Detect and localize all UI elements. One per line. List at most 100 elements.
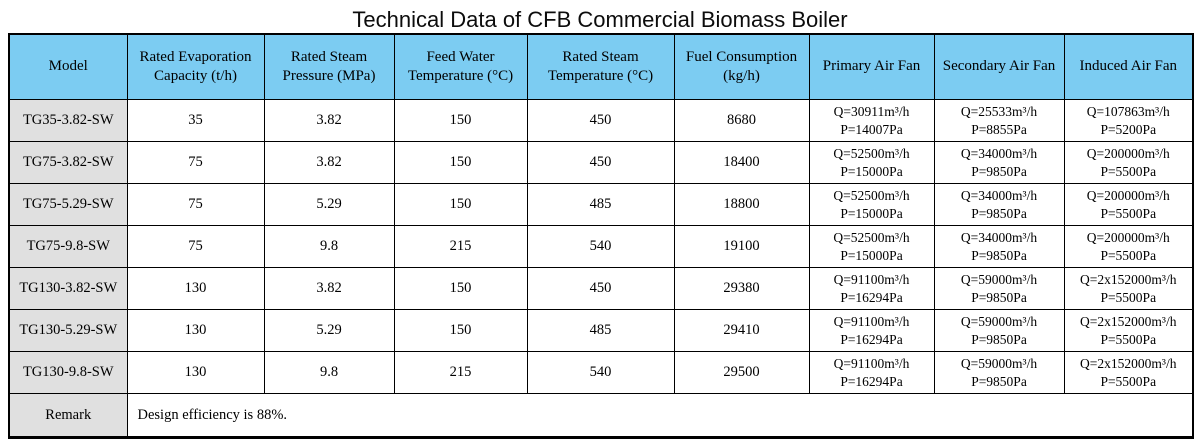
table-row: TG130-9.8-SW 130 9.8 215 540 29500 Q=911…	[8, 351, 1194, 394]
pressure-cell: 5.29	[263, 309, 395, 352]
pressure-cell: 3.82	[263, 141, 395, 184]
fan-q-value: Q=59000m³/h	[960, 313, 1038, 329]
primary-air-fan-cell: Q=52500m³/h P=15000Pa	[808, 141, 935, 184]
steam-temp-cell: 450	[526, 267, 675, 310]
fan-q-value: Q=2x152000m³/h	[1080, 271, 1177, 287]
feed-water-temp-cell: 150	[393, 141, 528, 184]
induced-air-fan-cell: Q=2x152000m³/h P=5500Pa	[1063, 351, 1194, 394]
boiler-spec-table: Model Rated Evaporation Capacity (t/h) R…	[8, 33, 1194, 439]
primary-air-fan-cell: Q=91100m³/h P=16294Pa	[808, 309, 935, 352]
fan-p-value: P=8855Pa	[971, 121, 1027, 137]
remark-row: Remark Design efficiency is 88%.	[8, 393, 1194, 438]
steam-temp-cell: 540	[526, 351, 675, 394]
capacity-cell: 130	[126, 267, 265, 310]
fan-p-value: P=9850Pa	[971, 247, 1027, 263]
table-row: TG130-3.82-SW 130 3.82 150 450 29380 Q=9…	[8, 267, 1194, 310]
fan-q-value: Q=59000m³/h	[960, 355, 1038, 371]
fan-p-value: P=5500Pa	[1100, 205, 1157, 221]
capacity-cell: 130	[126, 351, 265, 394]
fan-p-value: P=9850Pa	[971, 289, 1027, 305]
capacity-cell: 75	[126, 225, 265, 268]
model-cell: TG130-5.29-SW	[8, 309, 128, 352]
capacity-cell: 75	[126, 141, 265, 184]
pressure-cell: 9.8	[263, 225, 395, 268]
fan-p-value: P=15000Pa	[840, 163, 903, 179]
feed-water-temp-cell: 215	[393, 225, 528, 268]
induced-air-fan-cell: Q=2x152000m³/h P=5500Pa	[1063, 267, 1194, 310]
fan-q-value: Q=107863m³/h	[1086, 103, 1170, 119]
pressure-cell: 3.82	[263, 99, 395, 142]
capacity-cell: 75	[126, 183, 265, 226]
steam-temp-cell: 485	[526, 183, 675, 226]
table-row: TG75-5.29-SW 75 5.29 150 485 18800 Q=525…	[8, 183, 1194, 226]
table-row: TG35-3.82-SW 35 3.82 150 450 8680 Q=3091…	[8, 99, 1194, 142]
steam-temp-cell: 485	[526, 309, 675, 352]
fan-q-value: Q=2x152000m³/h	[1080, 355, 1177, 371]
col-header-steam-pressure: Rated Steam Pressure (MPa)	[263, 33, 395, 100]
secondary-air-fan-cell: Q=59000m³/h P=9850Pa	[933, 351, 1065, 394]
fuel-consumption-cell: 18400	[673, 141, 810, 184]
capacity-cell: 35	[126, 99, 265, 142]
feed-water-temp-cell: 150	[393, 183, 528, 226]
fan-p-value: P=9850Pa	[971, 205, 1027, 221]
col-header-primary-air-fan: Primary Air Fan	[808, 33, 935, 100]
fan-p-value: P=5500Pa	[1100, 373, 1157, 389]
col-header-induced-air-fan: Induced Air Fan	[1063, 33, 1194, 100]
secondary-air-fan-cell: Q=34000m³/h P=9850Pa	[933, 183, 1065, 226]
table-row: TG75-3.82-SW 75 3.82 150 450 18400 Q=525…	[8, 141, 1194, 184]
fan-q-value: Q=200000m³/h	[1086, 145, 1170, 161]
capacity-cell: 130	[126, 309, 265, 352]
induced-air-fan-cell: Q=200000m³/h P=5500Pa	[1063, 141, 1194, 184]
fan-p-value: P=9850Pa	[971, 163, 1027, 179]
fan-p-value: P=15000Pa	[840, 247, 903, 263]
model-cell: TG35-3.82-SW	[8, 99, 128, 142]
primary-air-fan-cell: Q=91100m³/h P=16294Pa	[808, 351, 935, 394]
fan-q-value: Q=52500m³/h	[833, 187, 910, 203]
secondary-air-fan-cell: Q=34000m³/h P=9850Pa	[933, 225, 1065, 268]
secondary-air-fan-cell: Q=25533m³/h P=8855Pa	[933, 99, 1065, 142]
col-header-steam-temperature: Rated Steam Temperature (°C)	[526, 33, 675, 100]
secondary-air-fan-cell: Q=34000m³/h P=9850Pa	[933, 141, 1065, 184]
fuel-consumption-cell: 19100	[673, 225, 810, 268]
fan-q-value: Q=34000m³/h	[960, 187, 1038, 203]
fan-p-value: P=16294Pa	[840, 289, 903, 305]
fuel-consumption-cell: 8680	[673, 99, 810, 142]
secondary-air-fan-cell: Q=59000m³/h P=9850Pa	[933, 267, 1065, 310]
primary-air-fan-cell: Q=91100m³/h P=16294Pa	[808, 267, 935, 310]
feed-water-temp-cell: 215	[393, 351, 528, 394]
induced-air-fan-cell: Q=200000m³/h P=5500Pa	[1063, 225, 1194, 268]
primary-air-fan-cell: Q=52500m³/h P=15000Pa	[808, 225, 935, 268]
steam-temp-cell: 450	[526, 141, 675, 184]
fan-q-value: Q=34000m³/h	[960, 229, 1038, 245]
col-header-evaporation-capacity: Rated Evaporation Capacity (t/h)	[126, 33, 265, 100]
model-cell: TG130-9.8-SW	[8, 351, 128, 394]
feed-water-temp-cell: 150	[393, 99, 528, 142]
pressure-cell: 5.29	[263, 183, 395, 226]
remark-text-cell: Design efficiency is 88%.	[126, 393, 1194, 438]
fan-q-value: Q=34000m³/h	[960, 145, 1038, 161]
fan-q-value: Q=25533m³/h	[960, 103, 1038, 119]
primary-air-fan-cell: Q=52500m³/h P=15000Pa	[808, 183, 935, 226]
induced-air-fan-cell: Q=107863m³/h P=5200Pa	[1063, 99, 1194, 142]
steam-temp-cell: 450	[526, 99, 675, 142]
fuel-consumption-cell: 29500	[673, 351, 810, 394]
col-header-feed-water-temperature: Feed Water Temperature (°C)	[393, 33, 528, 100]
fan-p-value: P=5200Pa	[1100, 121, 1157, 137]
fan-q-value: Q=30911m³/h	[833, 103, 910, 119]
pressure-cell: 9.8	[263, 351, 395, 394]
model-cell: TG75-9.8-SW	[8, 225, 128, 268]
fuel-consumption-cell: 18800	[673, 183, 810, 226]
header-row: Model Rated Evaporation Capacity (t/h) R…	[8, 33, 1194, 100]
fuel-consumption-cell: 29380	[673, 267, 810, 310]
fan-q-value: Q=91100m³/h	[833, 313, 910, 329]
fan-p-value: P=16294Pa	[840, 373, 903, 389]
table-row: TG130-5.29-SW 130 5.29 150 485 29410 Q=9…	[8, 309, 1194, 352]
fan-p-value: P=9850Pa	[971, 373, 1027, 389]
page-title: Technical Data of CFB Commercial Biomass…	[352, 7, 848, 32]
fan-p-value: P=5500Pa	[1100, 163, 1157, 179]
fan-p-value: P=15000Pa	[840, 205, 903, 221]
feed-water-temp-cell: 150	[393, 267, 528, 310]
fan-q-value: Q=59000m³/h	[960, 271, 1038, 287]
model-cell: TG130-3.82-SW	[8, 267, 128, 310]
